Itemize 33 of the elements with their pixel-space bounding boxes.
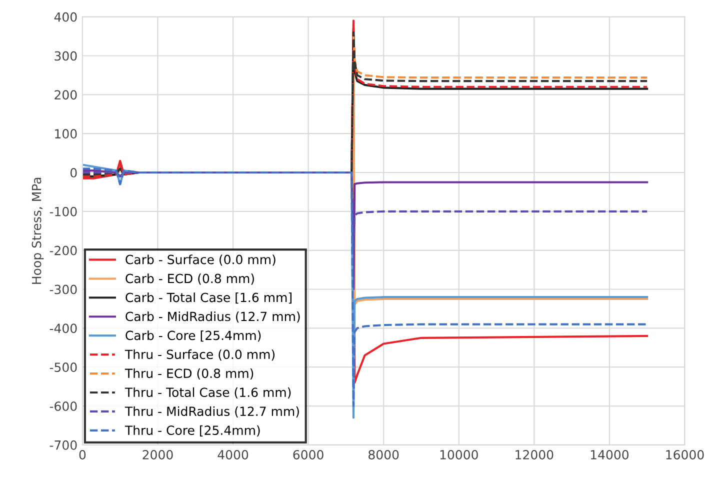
x-tick-label: 2000 <box>142 450 173 460</box>
x-tick-label: 12000 <box>516 450 554 460</box>
y-tick-label: -200 <box>50 246 77 256</box>
x-tick-label: 6000 <box>293 450 324 460</box>
legend-label: Carb - Surface (0.0 mm) <box>126 254 276 266</box>
y-tick-label: 300 <box>54 51 77 61</box>
x-tick-label: 16000 <box>666 450 704 460</box>
legend-label: Carb - Total Case [1.6 mm] <box>126 292 292 304</box>
x-tick-label: 4000 <box>218 450 248 460</box>
legend-label: Thru - MidRadius (12.7 mm) <box>124 406 299 418</box>
x-tick-label: 8000 <box>368 450 399 460</box>
y-tick-label: 400 <box>54 12 77 22</box>
legend-label: Thru - Surface (0.0 mm) <box>124 349 275 361</box>
line-series <box>82 171 648 252</box>
y-tick-label: -600 <box>50 401 77 411</box>
y-tick-label: -700 <box>50 440 77 450</box>
y-tick-label: 0 <box>70 168 77 178</box>
legend-label: Thru - Core [25.4mm) <box>124 425 260 436</box>
legend-label: Carb - Core [25.4mm) <box>126 330 261 342</box>
legend-label: Thru - Total Case (1.6 mm) <box>124 387 291 399</box>
y-tick-label: -400 <box>50 324 77 334</box>
x-tick-label: 0 <box>79 450 86 460</box>
x-tick-label: 10000 <box>440 450 478 460</box>
y-tick-label: -100 <box>50 206 77 216</box>
y-axis-title: Hoop Stress, MPa <box>32 178 44 284</box>
y-tick-label: 200 <box>54 90 77 100</box>
legend-label: Thru - ECD (0.8 mm) <box>124 368 254 380</box>
y-tick-label: 100 <box>55 129 77 139</box>
legend-label: Carb - MidRadius (12.7 mm) <box>126 311 300 323</box>
y-tick-label: -500 <box>50 362 77 372</box>
legend-label: Carb - ECD (0.8 mm) <box>126 274 254 285</box>
x-tick-label: 14000 <box>590 450 628 460</box>
y-tick-label: -300 <box>50 284 77 294</box>
